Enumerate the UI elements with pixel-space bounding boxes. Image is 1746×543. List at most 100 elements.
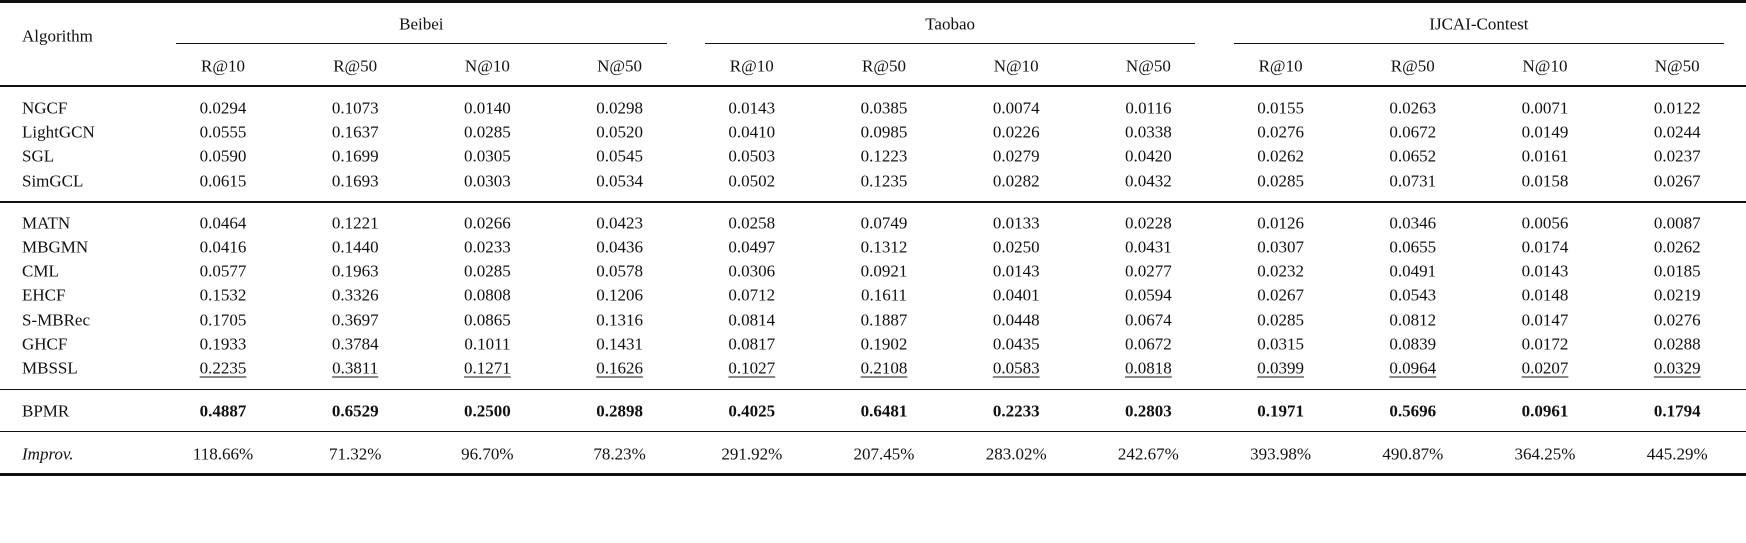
- dataset-header: Taobao: [925, 14, 975, 34]
- cell-value: 0.0228: [1125, 213, 1172, 233]
- table-rule: [0, 473, 1746, 476]
- cell-value: 0.0590: [199, 146, 247, 166]
- cell-value: 0.0545: [596, 146, 643, 166]
- cell-value: 0.6481: [860, 401, 908, 421]
- cell-value: 0.0749: [860, 213, 908, 233]
- dataset-underline: [704, 43, 1196, 45]
- cell-value: 0.0436: [596, 237, 643, 257]
- cell-value: 0.0839: [1389, 334, 1437, 354]
- cell-value: 0.0140: [464, 98, 511, 118]
- cell-value: 0.0232: [1257, 261, 1304, 281]
- metric-header: N@50: [1125, 56, 1171, 76]
- algorithm-name: BPMR: [22, 401, 70, 421]
- cell-value: 0.1235: [860, 171, 908, 191]
- cell-value: 0.0174: [1521, 237, 1569, 257]
- cell-value: 0.0285: [464, 261, 511, 281]
- algorithm-name: CML: [22, 261, 59, 281]
- cell-value: 445.29%: [1646, 444, 1708, 464]
- cell-value: 0.0074: [992, 98, 1040, 118]
- cell-value: 0.0338: [1125, 122, 1172, 142]
- cell-value: 0.0147: [1521, 310, 1569, 329]
- cell-value: 0.1027: [728, 358, 776, 378]
- cell-value: 78.23%: [593, 444, 646, 464]
- cell-value: 0.0814: [728, 310, 776, 329]
- cell-value: 0.0615: [199, 171, 247, 191]
- metric-header: N@10: [1522, 56, 1568, 76]
- algorithm-name: MBGMN: [22, 237, 89, 257]
- cell-value: 0.1532: [199, 285, 247, 305]
- cell-value: 0.0267: [1653, 171, 1701, 191]
- cell-value: 283.02%: [985, 444, 1047, 464]
- cell-value: 0.0298: [596, 98, 643, 118]
- cell-value: 71.32%: [328, 444, 382, 464]
- cell-value: 0.1699: [331, 146, 379, 166]
- cell-value: 0.6529: [331, 401, 379, 421]
- metric-header: N@10: [993, 56, 1039, 76]
- cell-value: 0.1971: [1257, 401, 1304, 421]
- cell-value: 0.0672: [1389, 122, 1437, 142]
- metric-header: N@50: [1654, 56, 1700, 76]
- cell-value: 0.0267: [1257, 285, 1304, 305]
- cell-value: 0.1705: [199, 310, 247, 329]
- first-column-header: Algorithm: [22, 26, 93, 46]
- metric-header: N@10: [464, 56, 510, 76]
- metric-header: R@50: [862, 56, 906, 76]
- cell-value: 0.0306: [728, 261, 776, 281]
- cell-value: 364.25%: [1514, 444, 1576, 464]
- cell-value: 0.0420: [1125, 146, 1172, 166]
- cell-value: 0.0056: [1521, 213, 1569, 233]
- cell-value: 0.0143: [992, 261, 1040, 281]
- algorithm-name: MBSSL: [22, 358, 78, 378]
- table-rule: [0, 201, 1746, 203]
- cell-value: 0.0543: [1389, 285, 1437, 305]
- cell-value: 0.0143: [1521, 261, 1569, 281]
- cell-value: 0.0865: [464, 310, 511, 329]
- cell-value: 0.0285: [1257, 310, 1304, 329]
- table-rule: [0, 85, 1746, 87]
- metric-header: R@50: [1390, 56, 1435, 76]
- cell-value: 0.0555: [199, 122, 247, 142]
- cell-value: 0.0158: [1521, 171, 1569, 191]
- cell-value: 0.0503: [728, 146, 776, 166]
- table-rule: [0, 0, 1746, 3]
- cell-value: 0.0346: [1389, 213, 1437, 233]
- cell-value: 0.1693: [331, 171, 379, 191]
- algorithm-name: S-MBRec: [22, 310, 90, 329]
- cell-value: 0.0307: [1257, 237, 1304, 257]
- cell-value: 0.1271: [464, 358, 511, 378]
- cell-value: 0.1221: [331, 213, 379, 233]
- cell-value: 0.0329: [1653, 358, 1701, 378]
- cell-value: 0.0288: [1653, 334, 1701, 354]
- cell-value: 0.0237: [1653, 146, 1701, 166]
- cell-value: 0.4025: [728, 401, 776, 421]
- cell-value: 118.66%: [192, 444, 254, 464]
- cell-value: 0.1933: [199, 334, 247, 354]
- cell-value: 0.0244: [1653, 122, 1701, 142]
- algorithm-name: NGCF: [22, 98, 68, 118]
- cell-value: 0.0818: [1125, 358, 1172, 378]
- cell-value: 0.1223: [860, 146, 908, 166]
- cell-value: 0.1637: [331, 122, 379, 142]
- cell-value: 0.5696: [1389, 401, 1437, 421]
- cell-value: 0.0149: [1521, 122, 1569, 142]
- table-rule: [0, 388, 1746, 391]
- cell-value: 0.0464: [199, 213, 247, 233]
- cell-value: 0.0282: [992, 171, 1040, 191]
- dataset-underline: [176, 43, 667, 45]
- cell-value: 0.1312: [860, 237, 908, 257]
- cell-value: 0.0122: [1653, 98, 1701, 118]
- cell-value: 0.0731: [1389, 171, 1437, 191]
- cell-value: 0.0263: [1389, 98, 1437, 118]
- cell-value: 0.0416: [199, 237, 247, 257]
- cell-value: 0.0262: [1257, 146, 1304, 166]
- cell-value: 0.0385: [860, 98, 908, 118]
- cell-value: 0.1316: [596, 310, 643, 329]
- cell-value: 0.1431: [596, 334, 643, 354]
- cell-value: 0.0277: [1125, 261, 1172, 281]
- cell-value: 0.4887: [199, 401, 247, 421]
- cell-value: 0.0594: [1125, 285, 1172, 305]
- cell-value: 0.0276: [1653, 310, 1701, 329]
- cell-value: 0.3784: [331, 334, 379, 354]
- cell-value: 0.0315: [1257, 334, 1304, 354]
